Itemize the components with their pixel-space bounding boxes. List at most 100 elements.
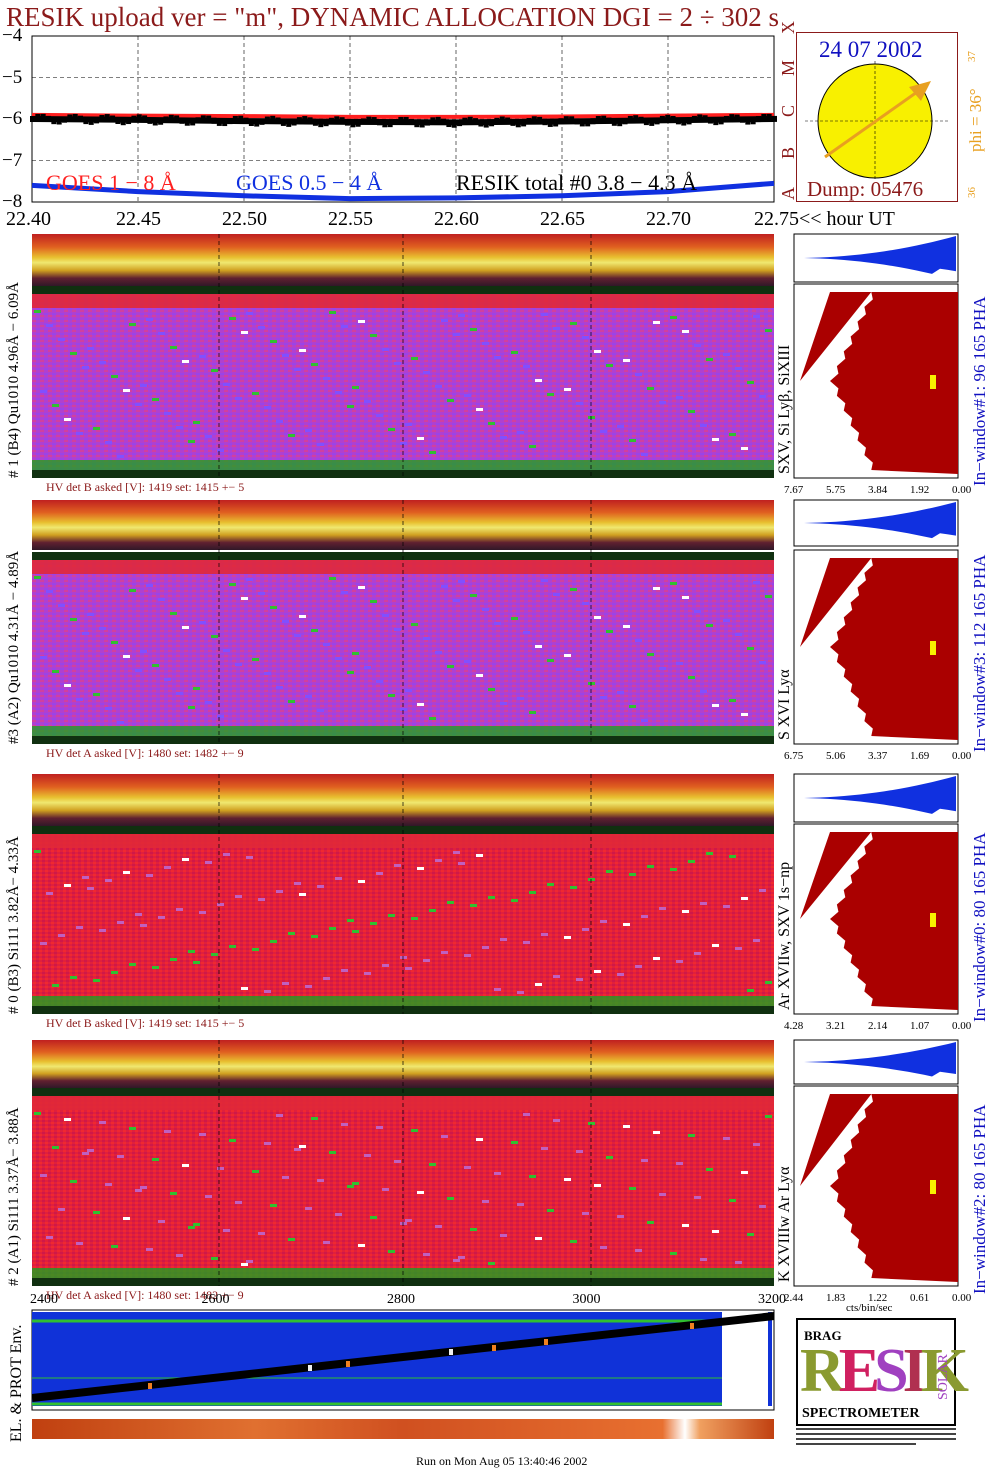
heatmap-pixel xyxy=(594,350,601,353)
resik-total-point xyxy=(78,115,84,122)
heatmap-pixel xyxy=(753,315,760,318)
heatmap-pixel xyxy=(170,958,177,961)
pha-tick: 1.22 xyxy=(868,1292,888,1304)
heatmap-pixel xyxy=(453,851,460,854)
heatmap-pixel xyxy=(523,941,530,944)
heatmap-pixel xyxy=(199,621,206,624)
heatmap-pixel xyxy=(682,1224,689,1227)
heatmap-pixel xyxy=(553,975,560,978)
heatmap-pixel xyxy=(488,896,495,899)
heatmap-pixel xyxy=(682,910,689,913)
heatmap-pixel xyxy=(170,612,177,615)
resik-total-point xyxy=(643,119,649,126)
resik-total-point xyxy=(697,114,703,121)
resik-total-point xyxy=(579,120,585,127)
resik-total-point xyxy=(142,115,148,122)
resik-total-point xyxy=(56,118,62,125)
heatmap-pixel xyxy=(317,885,324,888)
heatmap-pixel xyxy=(388,914,395,917)
resik-total-point xyxy=(211,117,217,124)
resik-total-point xyxy=(152,119,158,126)
heatmap-pixel xyxy=(659,401,666,404)
lightcurve-ytick: −4 xyxy=(2,25,23,46)
heatmap-pixel xyxy=(129,1127,136,1130)
heatmap-pixel xyxy=(694,1196,701,1199)
heatmap-pixel xyxy=(146,318,153,321)
pha-tick: 3.84 xyxy=(868,484,888,496)
phi-label: phi = 36° xyxy=(966,88,985,152)
resik-total-point xyxy=(94,117,100,124)
heatmap-pixel xyxy=(682,330,689,333)
heatmap-pixel xyxy=(317,709,324,712)
heatmap-pixel xyxy=(229,1139,236,1142)
resik-total-point xyxy=(489,120,495,127)
resik-total-point xyxy=(195,117,201,124)
heatmap-pixel xyxy=(211,1257,218,1260)
heatmap-pixel xyxy=(123,871,130,874)
heatmap-pixel xyxy=(394,1160,401,1163)
heatmap-pixel xyxy=(276,1114,283,1117)
heatmap-pixel xyxy=(394,628,401,631)
resik-total-point xyxy=(772,115,777,122)
heatmap-pixel xyxy=(282,982,289,985)
resik-total-point xyxy=(675,118,681,125)
heatmap-pixel xyxy=(258,898,265,901)
heatmap-pixel xyxy=(305,985,312,988)
heatmap-pixel xyxy=(135,403,142,406)
resik-total-point xyxy=(126,118,132,125)
heatmap-pixel xyxy=(46,590,53,593)
resik-total-point xyxy=(761,113,767,120)
heatmap-pixel xyxy=(700,424,707,427)
heatmap-pixel xyxy=(34,850,41,853)
heatmap-pixel xyxy=(688,860,695,863)
resik-total-point xyxy=(238,115,244,122)
heatmap-pixel xyxy=(423,371,430,374)
resik-total-point xyxy=(435,116,441,123)
heatmap-pixel xyxy=(70,976,77,979)
heatmap-panels xyxy=(32,234,774,1286)
resik-total-point xyxy=(334,116,340,123)
heatmap-pixel xyxy=(294,1148,301,1151)
resik-total-point xyxy=(99,115,105,122)
heatmap-pixel xyxy=(647,865,654,868)
heatmap-pixel xyxy=(676,396,683,399)
resik-total-point xyxy=(425,119,431,126)
heatmap-pixel xyxy=(246,1260,253,1263)
heatmap-pixel xyxy=(641,719,648,722)
heatmap-pixel xyxy=(535,379,542,382)
pha-tick: 1.83 xyxy=(826,1292,846,1304)
heatmap-pixel xyxy=(146,874,153,877)
pha-tick: 0.00 xyxy=(952,484,972,496)
logo-spectrometer: SPECTROMETER xyxy=(802,1406,920,1421)
heatmap-pixel xyxy=(288,434,295,437)
heatmap-pixel xyxy=(388,1250,395,1253)
heatmap-pixel xyxy=(464,954,471,957)
heatmap-pixel xyxy=(676,662,683,665)
heatmap-pixel xyxy=(352,930,359,933)
heatmap-pixel xyxy=(93,693,100,696)
heatmap-pixel xyxy=(629,439,636,442)
heatmap-pixel xyxy=(541,933,548,936)
heatmap-pixel xyxy=(541,1147,548,1150)
heatmap-pixel xyxy=(246,856,253,859)
heatmap-pixel xyxy=(553,1119,560,1122)
heatmap-pixel xyxy=(370,922,377,925)
resik-total-point xyxy=(750,118,756,125)
legend-goes-short: GOES 0.5 − 4 Å xyxy=(236,170,383,195)
pha-tick: 2.14 xyxy=(868,1020,888,1032)
heatmap-pixel xyxy=(341,1123,348,1126)
heatmap-pixel xyxy=(494,622,501,625)
heatmap-pixel xyxy=(176,692,183,695)
heatmap-pixel xyxy=(258,592,265,595)
resik-total-point xyxy=(131,115,137,122)
heatmap-pixel xyxy=(299,615,306,618)
heatmap-pixel xyxy=(606,1156,613,1159)
resik-total-point xyxy=(574,118,580,125)
heatmap-pixel xyxy=(205,435,212,438)
resik-total-point xyxy=(355,120,361,127)
heatmap-pixel xyxy=(741,447,748,450)
heatmap-pixel xyxy=(535,983,542,986)
heatmap-pixel xyxy=(341,969,348,972)
heatmap-pixel xyxy=(582,1212,589,1215)
resik-total-point xyxy=(398,116,404,123)
